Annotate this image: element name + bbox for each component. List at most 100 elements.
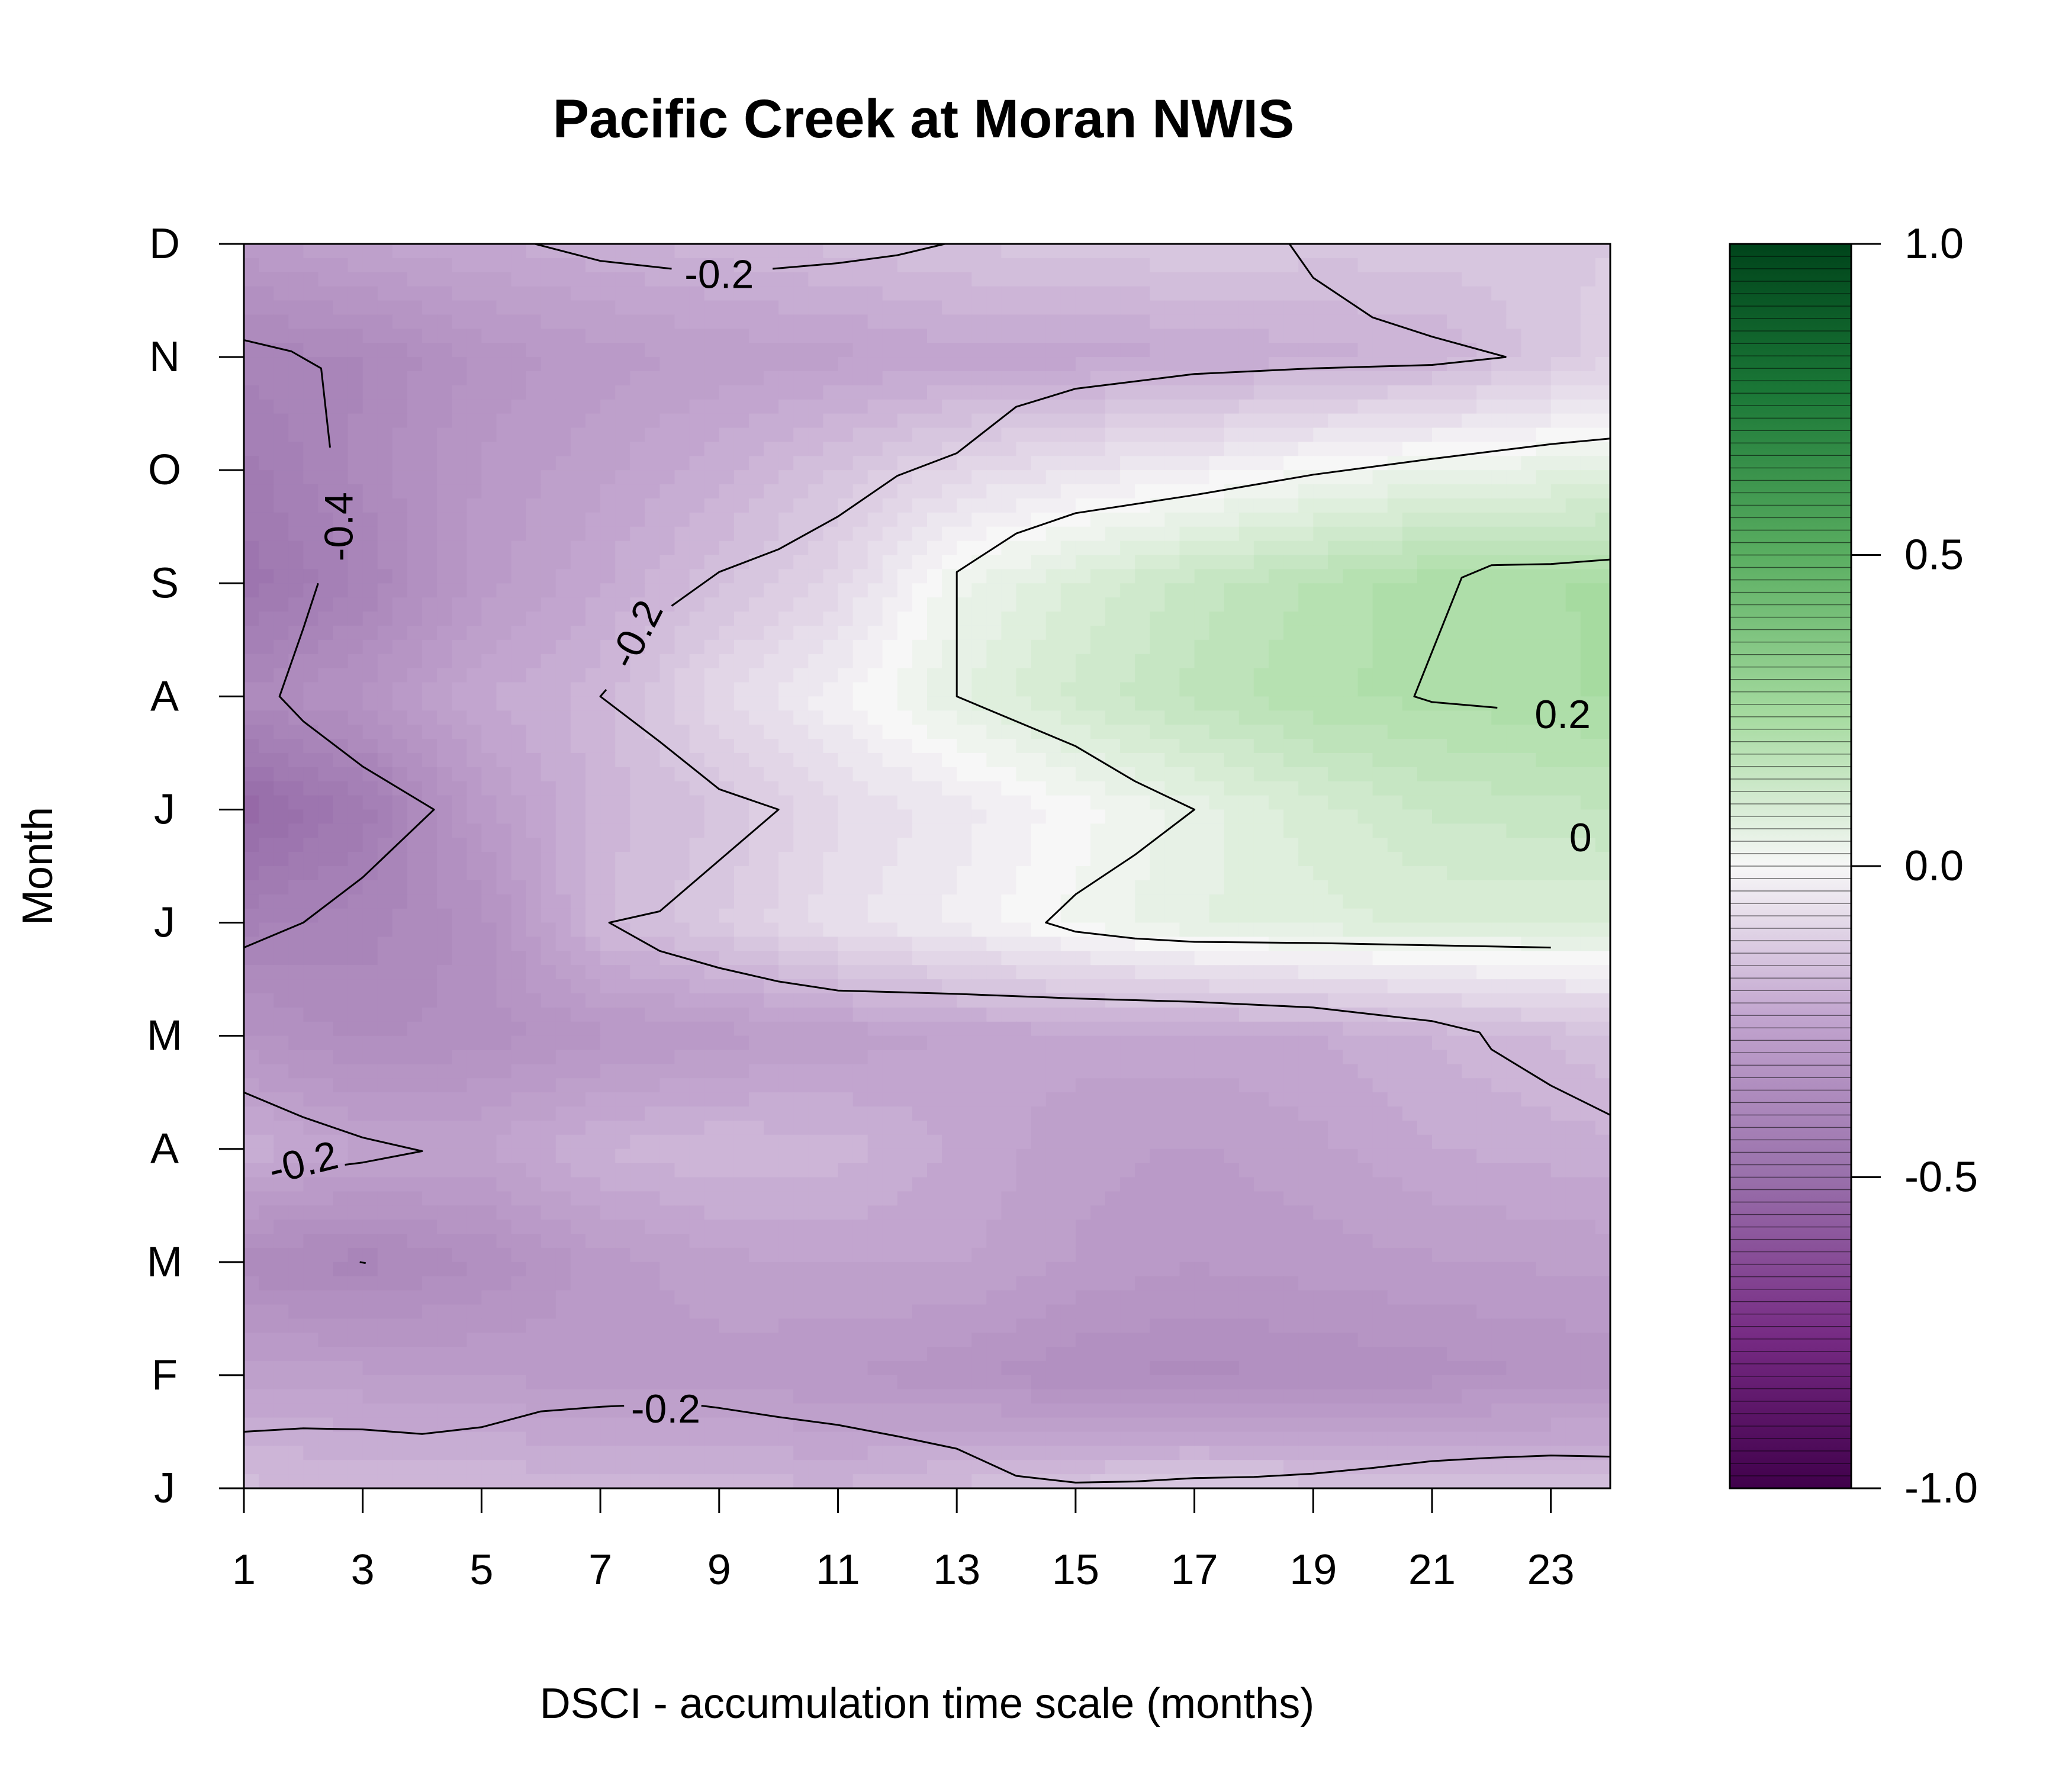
field-cell [1550, 427, 1566, 443]
field-cell [1580, 937, 1596, 952]
field-cell [1031, 767, 1047, 782]
field-cell [897, 922, 913, 938]
field-cell [645, 838, 661, 852]
field-cell [481, 286, 497, 301]
field-cell [1075, 725, 1091, 739]
field-cell [838, 696, 854, 712]
field-cell [1120, 555, 1135, 570]
field-cell [1209, 795, 1225, 810]
field-cell [274, 809, 289, 825]
field-cell [1417, 979, 1433, 994]
field-cell [362, 597, 378, 612]
field-cell [897, 767, 913, 782]
field-cell [1150, 456, 1166, 471]
field-cell [615, 399, 631, 414]
field-cell [1075, 625, 1091, 641]
field-cell [615, 682, 631, 697]
field-cell [986, 823, 1002, 838]
field-cell [1045, 413, 1061, 429]
field-cell [1001, 357, 1017, 372]
field-cell [392, 286, 408, 301]
field-cell [1417, 993, 1433, 1008]
field-cell [749, 654, 764, 669]
field-cell [1209, 244, 1225, 259]
field-cell [1238, 625, 1254, 641]
field-cell [1283, 965, 1299, 980]
field-cell [659, 752, 675, 768]
field-cell [927, 639, 942, 655]
field-cell [585, 922, 601, 938]
field-cell [362, 300, 378, 316]
field-cell [1001, 343, 1017, 358]
field-cell [540, 710, 556, 725]
field-cell [392, 442, 408, 457]
field-cell [1075, 781, 1091, 796]
field-cell [1060, 413, 1076, 429]
field-cell [1432, 965, 1447, 980]
field-cell [1372, 710, 1388, 725]
field-cell [1135, 739, 1151, 754]
field-cell [1016, 937, 1032, 952]
field-cell [1417, 258, 1433, 273]
field-cell [407, 739, 423, 754]
field-cell [1194, 937, 1210, 952]
field-cell [630, 385, 646, 400]
field-cell [674, 654, 690, 669]
field-cell [1432, 258, 1447, 273]
field-cell [407, 725, 423, 739]
field-cell [1462, 725, 1477, 739]
field-cell [882, 795, 898, 810]
field-cell [244, 597, 259, 612]
field-cell [318, 1007, 334, 1022]
field-cell [540, 894, 556, 909]
field-cell [481, 894, 497, 909]
field-cell [481, 951, 497, 966]
field-cell [288, 427, 304, 443]
field-cell [1462, 314, 1477, 330]
field-cell [1565, 470, 1581, 485]
field-cell [348, 583, 363, 598]
field-cell [570, 597, 586, 612]
field-cell [1045, 329, 1061, 343]
field-cell [1595, 329, 1610, 343]
field-cell [808, 399, 824, 414]
field-cell [1580, 244, 1596, 259]
field-cell [659, 456, 675, 471]
field-cell [1209, 979, 1225, 994]
field-cell [659, 343, 675, 358]
field-cell [1536, 654, 1552, 669]
field-cell [1269, 710, 1284, 725]
field-cell [407, 484, 423, 499]
field-cell [659, 442, 675, 457]
field-cell [645, 612, 661, 626]
field-cell [1209, 300, 1225, 316]
field-cell [882, 767, 898, 782]
field-cell [645, 752, 661, 768]
field-cell [689, 781, 705, 796]
field-cell [1209, 838, 1225, 852]
field-cell [1328, 894, 1344, 909]
field-cell [288, 965, 304, 980]
field-cell [1580, 668, 1596, 683]
field-cell [1016, 951, 1032, 966]
field-cell [422, 767, 437, 782]
field-cell [1357, 357, 1373, 372]
field-cell [1417, 244, 1433, 259]
field-cell [704, 399, 720, 414]
field-cell [823, 795, 839, 810]
field-cell [1372, 696, 1388, 712]
field-cell [927, 583, 942, 598]
field-cell [1105, 357, 1121, 372]
field-cell [1194, 498, 1210, 513]
field-cell [808, 993, 824, 1008]
field-cell [1209, 314, 1225, 330]
field-cell [288, 739, 304, 754]
field-cell [333, 823, 349, 838]
field-cell [1164, 597, 1180, 612]
field-cell [1016, 965, 1032, 980]
field-cell [244, 272, 259, 287]
field-cell [1506, 781, 1522, 796]
field-cell [912, 852, 928, 867]
field-cell [674, 710, 690, 725]
field-cell [377, 300, 393, 316]
